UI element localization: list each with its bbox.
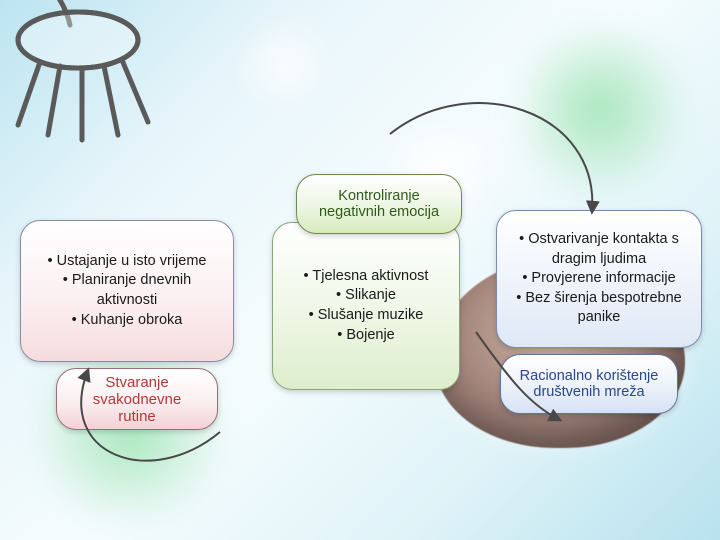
list-item: Slušanje muzike — [304, 306, 429, 326]
list-item: Ustajanje u isto vrijeme — [37, 252, 217, 272]
card-title-label: Stvaranje svakodnevne rutine — [73, 374, 201, 425]
diagram-stage: Ustajanje u isto vrijeme Planiranje dnev… — [0, 0, 720, 540]
card-social-body: Ostvarivanje kontakta s dragim ljudima P… — [496, 210, 702, 348]
card-routine-list: Ustajanje u isto vrijeme Planiranje dnev… — [37, 252, 217, 330]
card-emotions-body: Tjelesna aktivnost Slikanje Slušanje muz… — [272, 222, 460, 390]
list-item: Kuhanje obroka — [37, 311, 217, 331]
card-routine-title: Stvaranje svakodnevne rutine — [56, 368, 218, 430]
card-emotions-title: Kontroliranje negativnih emocija — [296, 174, 462, 234]
list-item: Provjerene informacije — [513, 269, 685, 289]
list-item: Tjelesna aktivnost — [304, 267, 429, 287]
list-item: Ostvarivanje kontakta s dragim ljudima — [513, 230, 685, 269]
list-item: Planiranje dnevnih aktivnosti — [37, 271, 217, 310]
card-routine-body: Ustajanje u isto vrijeme Planiranje dnev… — [20, 220, 234, 362]
list-item: Slikanje — [304, 286, 429, 306]
card-social-title: Racionalno korištenje društvenih mreža — [500, 354, 678, 414]
card-emotions-list: Tjelesna aktivnost Slikanje Slušanje muz… — [304, 267, 429, 345]
list-item: Bojenje — [304, 326, 429, 346]
list-item: Bez širenja bespotrebne panike — [513, 289, 685, 328]
card-title-label: Racionalno korištenje društvenih mreža — [517, 368, 661, 400]
card-title-label: Kontroliranje negativnih emocija — [313, 188, 445, 220]
card-social-list: Ostvarivanje kontakta s dragim ljudima P… — [513, 230, 685, 328]
